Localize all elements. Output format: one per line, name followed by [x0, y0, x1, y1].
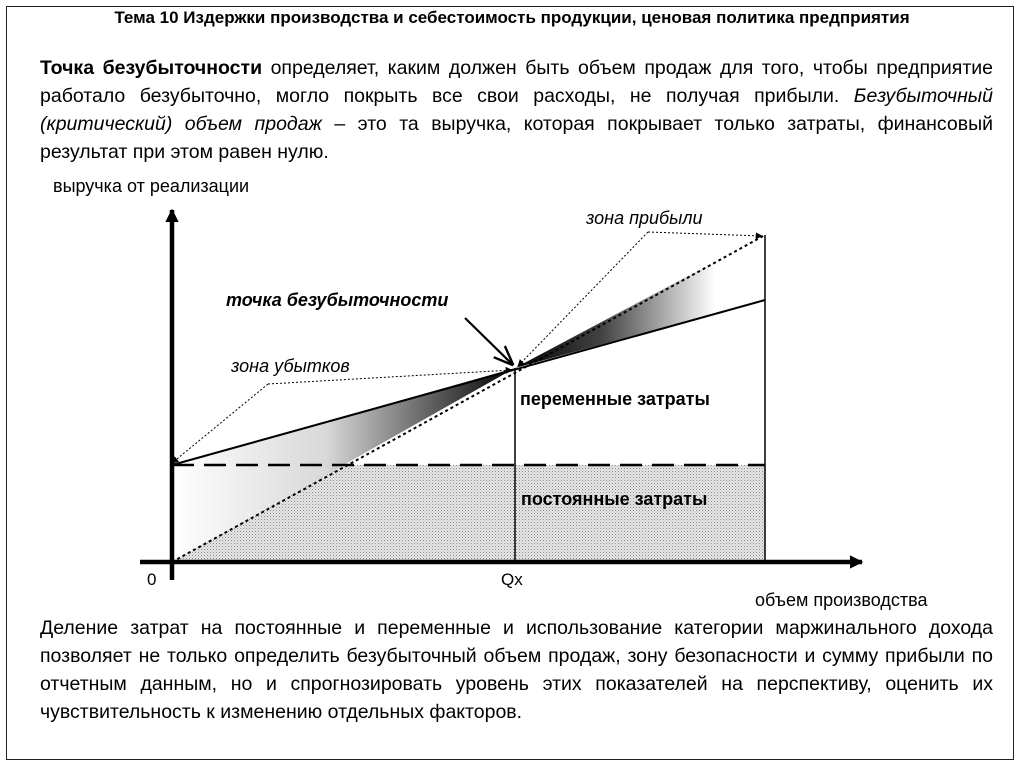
profit-zone-pointer: [517, 231, 649, 367]
breakeven-pointer: [464, 317, 512, 364]
intro-term: Точка безубыточности: [40, 57, 263, 79]
profit-zone-pointer-2: [647, 231, 763, 240]
breakeven-label: точка безубыточности: [226, 290, 448, 310]
intro-italic: Безубыточный (критический) объем продаж: [40, 85, 993, 135]
x-axis-label: объем производства: [755, 590, 929, 610]
qx-label: Qx: [501, 570, 523, 589]
slide-title: Тема 10 Издержки производства и себестои…: [114, 8, 910, 27]
fixed-costs-label: постоянные затраты: [521, 489, 707, 509]
revenue-line: [171, 234, 766, 563]
slide-frame: [6, 6, 1014, 760]
intro-text-2: – это та выручка, которая покрывает толь…: [40, 113, 993, 163]
loss-zone-pointer: [171, 383, 269, 464]
profit-zone-label: зона прибыли: [585, 208, 703, 228]
outro-paragraph: Деление затрат на постоянные и переменны…: [40, 617, 993, 723]
variable-costs-label: переменные затраты: [520, 389, 710, 409]
intro-paragraph: Точка безубыточности определяет, каким д…: [40, 54, 993, 166]
origin-label: 0: [147, 570, 156, 589]
loss-zone-pointer-2: [267, 366, 513, 385]
profit-zone-wedge: [515, 235, 765, 368]
y-axis-label: выручка от реализации: [53, 176, 249, 196]
loss-zone-label: зона убытков: [230, 356, 350, 376]
intro-text-1: определяет, каким должен быть объем прод…: [40, 57, 993, 107]
total-costs-line: [171, 299, 766, 466]
